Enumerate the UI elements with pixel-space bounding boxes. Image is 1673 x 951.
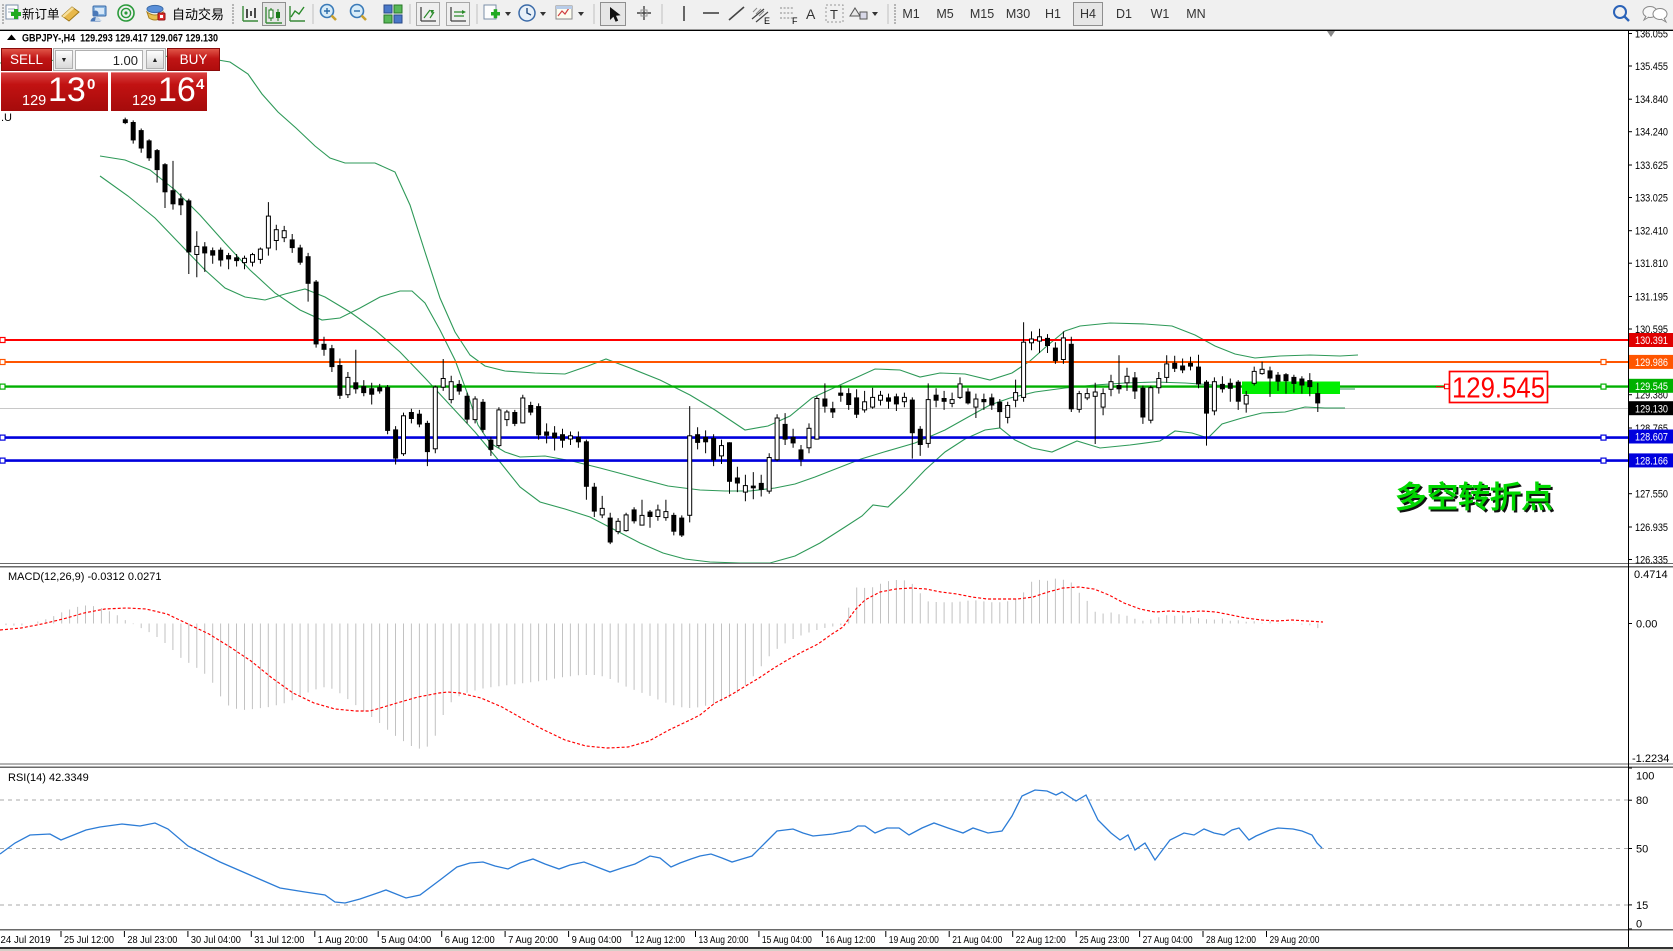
svg-text:12 Aug 12:00: 12 Aug 12:00 xyxy=(635,934,685,946)
svg-text:15 Aug 04:00: 15 Aug 04:00 xyxy=(762,934,812,946)
svg-text:M1: M1 xyxy=(902,7,919,21)
svg-text:MN: MN xyxy=(1186,7,1205,21)
svg-text:A: A xyxy=(806,6,816,22)
svg-text:133.625: 133.625 xyxy=(1635,160,1668,172)
svg-text:7 Aug 20:00: 7 Aug 20:00 xyxy=(508,934,558,946)
svg-text:29 Aug 20:00: 29 Aug 20:00 xyxy=(1270,934,1320,946)
svg-text:128.607: 128.607 xyxy=(1635,432,1668,444)
svg-text:80: 80 xyxy=(1636,795,1648,807)
svg-text:132.410: 132.410 xyxy=(1635,226,1668,238)
svg-text:16 Aug 12:00: 16 Aug 12:00 xyxy=(825,934,875,946)
svg-text:130.391: 130.391 xyxy=(1635,335,1668,347)
svg-text:129.545: 129.545 xyxy=(1452,373,1545,405)
svg-text:-1.2234: -1.2234 xyxy=(1632,753,1669,765)
svg-text:24 Jul 2019: 24 Jul 2019 xyxy=(1,934,51,946)
svg-text:127.550: 127.550 xyxy=(1635,489,1668,501)
svg-text:D1: D1 xyxy=(1116,7,1132,21)
svg-text:1 Aug 20:00: 1 Aug 20:00 xyxy=(318,934,368,946)
svg-text:F: F xyxy=(792,16,798,26)
svg-text:0.00: 0.00 xyxy=(1636,619,1657,631)
svg-text:多空转折点: 多空转折点 xyxy=(1395,482,1553,515)
svg-text:自动交易: 自动交易 xyxy=(172,7,224,22)
svg-text:129.986: 129.986 xyxy=(1635,357,1668,369)
svg-text:30 Jul 04:00: 30 Jul 04:00 xyxy=(191,934,241,946)
svg-text:129.130: 129.130 xyxy=(1635,403,1668,415)
svg-text:100: 100 xyxy=(1636,771,1654,783)
svg-text:9 Aug 04:00: 9 Aug 04:00 xyxy=(572,934,622,946)
svg-text:6 Aug 12:00: 6 Aug 12:00 xyxy=(445,934,495,946)
svg-text:21 Aug 04:00: 21 Aug 04:00 xyxy=(952,934,1002,946)
svg-text:RSI(14) 42.3349: RSI(14) 42.3349 xyxy=(8,772,89,784)
svg-text:15: 15 xyxy=(1636,900,1648,912)
svg-text:50: 50 xyxy=(1636,844,1648,856)
svg-text:.U: .U xyxy=(1,112,12,124)
svg-text:W1: W1 xyxy=(1151,7,1170,21)
svg-text:22 Aug 12:00: 22 Aug 12:00 xyxy=(1016,934,1066,946)
svg-text:134.240: 134.240 xyxy=(1635,127,1668,139)
svg-text:GBPJPY-,H4 129.293 129.417 12: GBPJPY-,H4 129.293 129.417 129.067 129.1… xyxy=(22,33,218,45)
svg-text:0.4714: 0.4714 xyxy=(1634,569,1668,581)
svg-text:134.840: 134.840 xyxy=(1635,94,1668,106)
svg-text:新订单: 新订单 xyxy=(22,7,60,22)
svg-text:131.810: 131.810 xyxy=(1635,258,1668,270)
svg-text:31 Jul 12:00: 31 Jul 12:00 xyxy=(254,934,304,946)
svg-text:E: E xyxy=(764,16,770,26)
svg-text:126.335: 126.335 xyxy=(1635,555,1668,567)
svg-text:M15: M15 xyxy=(970,7,994,21)
svg-text:135.455: 135.455 xyxy=(1635,61,1668,73)
svg-text:133.025: 133.025 xyxy=(1635,193,1668,205)
svg-text:27 Aug 04:00: 27 Aug 04:00 xyxy=(1143,934,1193,946)
svg-text:28 Jul 23:00: 28 Jul 23:00 xyxy=(127,934,177,946)
svg-text:0: 0 xyxy=(1636,919,1642,931)
svg-text:129.545: 129.545 xyxy=(1635,381,1668,393)
svg-text:T: T xyxy=(830,7,838,22)
svg-text:126.935: 126.935 xyxy=(1635,522,1668,534)
svg-text:128.166: 128.166 xyxy=(1635,456,1668,468)
svg-text:5 Aug 04:00: 5 Aug 04:00 xyxy=(381,934,431,946)
svg-text:136.055: 136.055 xyxy=(1635,29,1668,41)
svg-text:131.195: 131.195 xyxy=(1635,292,1668,304)
svg-text:MACD(12,26,9) -0.0312 0.0271: MACD(12,26,9) -0.0312 0.0271 xyxy=(8,571,161,583)
svg-text:H1: H1 xyxy=(1045,7,1061,21)
svg-text:28 Aug 12:00: 28 Aug 12:00 xyxy=(1206,934,1256,946)
svg-text:M5: M5 xyxy=(936,7,953,21)
svg-text:M30: M30 xyxy=(1006,7,1030,21)
svg-text:13 Aug 20:00: 13 Aug 20:00 xyxy=(699,934,749,946)
svg-text:25 Jul 12:00: 25 Jul 12:00 xyxy=(64,934,114,946)
svg-text:19 Aug 20:00: 19 Aug 20:00 xyxy=(889,934,939,946)
svg-text:多空转折点: 多空转折点 xyxy=(1397,484,1555,517)
svg-text:H4: H4 xyxy=(1080,7,1096,21)
svg-text:25 Aug 23:00: 25 Aug 23:00 xyxy=(1079,934,1129,946)
